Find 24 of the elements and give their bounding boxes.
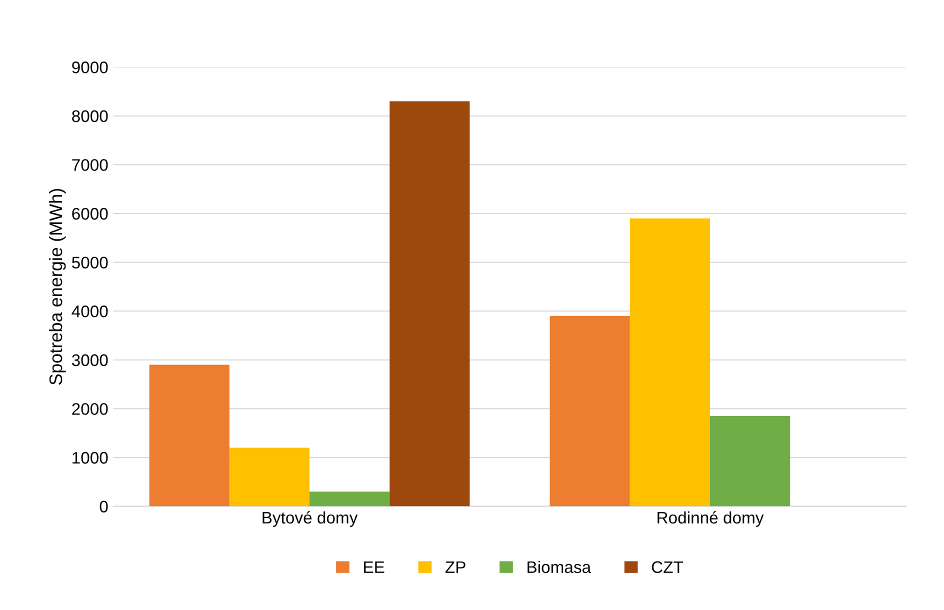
y-tick-label: 9000 xyxy=(72,62,108,74)
y-tick-label: 3000 xyxy=(72,354,108,366)
bar xyxy=(630,218,710,506)
legend-label: EE xyxy=(364,561,384,573)
bar xyxy=(390,101,470,506)
y-tick-label: 8000 xyxy=(72,110,108,122)
y-tick-label: 0 xyxy=(100,500,108,513)
y-tick-label: 1000 xyxy=(72,452,108,464)
y-tick-label: 7000 xyxy=(72,159,108,171)
bar xyxy=(550,316,630,506)
y-axis-title: Spotreba energie (MWh) xyxy=(48,188,66,385)
bar xyxy=(710,416,790,506)
x-tick-label: Rodinné domy xyxy=(658,511,764,527)
y-tick-label: 6000 xyxy=(72,208,108,220)
bar xyxy=(149,364,230,506)
legend-label: Biomasa xyxy=(528,560,592,574)
y-tick-label: 2000 xyxy=(72,403,108,415)
legend-label: CZT xyxy=(652,561,684,574)
bar xyxy=(310,492,390,506)
bar xyxy=(229,448,310,506)
y-tick-label: 5000 xyxy=(72,256,108,269)
legend-label: ZP xyxy=(445,561,466,573)
x-tick-label: Bytové domy xyxy=(262,511,358,527)
y-tick-label: 4000 xyxy=(72,306,108,318)
